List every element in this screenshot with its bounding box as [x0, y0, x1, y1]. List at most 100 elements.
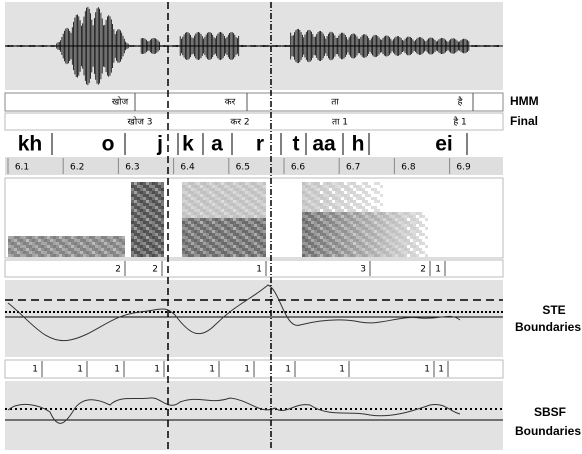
spectrogram-cell — [311, 218, 314, 221]
spectrogram-cell — [155, 236, 158, 239]
spectrogram-cell — [404, 233, 407, 236]
spectrogram-cell — [305, 227, 308, 230]
spectrogram-cell — [137, 212, 140, 215]
spectrogram-cell — [143, 182, 146, 185]
spectrogram-cell — [155, 233, 158, 236]
spectrogram-cell — [305, 248, 308, 251]
spectrogram-cell — [245, 245, 248, 248]
spectrogram-cell — [254, 200, 257, 203]
spectrogram-cell — [251, 215, 254, 218]
panel-sublabel: Boundaries — [515, 320, 581, 334]
spectrogram-cell — [188, 230, 191, 233]
spectrogram-cell — [251, 224, 254, 227]
spectrogram-cell — [221, 221, 224, 224]
spectrogram-cell — [341, 233, 344, 236]
spectrogram-cell — [245, 182, 248, 185]
spectrogram-cell — [86, 251, 89, 254]
spectrogram-cell — [302, 221, 305, 224]
spectrogram-cell — [404, 239, 407, 242]
tier-label: है — [458, 96, 463, 108]
spectrogram-cell — [380, 215, 383, 218]
spectrogram-cell — [230, 251, 233, 254]
spectrogram-cell — [341, 182, 344, 185]
spectrogram-cell — [185, 212, 188, 215]
spectrogram-cell — [377, 191, 380, 194]
spectrogram-cell — [320, 188, 323, 191]
spectrogram-cell — [335, 218, 338, 221]
spectrogram-cell — [380, 242, 383, 245]
spectrogram-cell — [50, 239, 53, 242]
spectrogram-cell — [242, 236, 245, 239]
spectrogram-cell — [326, 212, 329, 215]
spectrogram-cell — [230, 197, 233, 200]
spectrogram-cell — [242, 248, 245, 251]
spectrogram-cell — [332, 245, 335, 248]
spectrogram-cell — [149, 221, 152, 224]
spectrogram-cell — [206, 221, 209, 224]
spectrogram-cell — [134, 203, 137, 206]
spectrogram-cell — [248, 233, 251, 236]
spectrogram-cell — [218, 200, 221, 203]
spectrogram-cell — [26, 245, 29, 248]
spectrogram-cell — [419, 215, 422, 218]
spectrogram-cell — [377, 254, 380, 257]
spectrogram-cell — [23, 242, 26, 245]
spectrogram-cell — [152, 182, 155, 185]
spectrogram-cell — [152, 185, 155, 188]
spectrogram-cell — [320, 230, 323, 233]
spectrogram-cell — [185, 197, 188, 200]
spectrogram-cell — [254, 218, 257, 221]
spectrogram-cell — [197, 200, 200, 203]
spectrogram-cell — [257, 239, 260, 242]
spectrogram-cell — [83, 254, 86, 257]
spectrogram-cell — [311, 251, 314, 254]
spectrogram-cell — [302, 182, 305, 185]
spectrogram-cell — [329, 221, 332, 224]
spectrogram-cell — [68, 242, 71, 245]
spectrogram-cell — [89, 242, 92, 245]
spectrogram-cell — [254, 182, 257, 185]
spectrogram-cell — [251, 218, 254, 221]
spectrogram-cell — [224, 227, 227, 230]
spectrogram-cell — [236, 233, 239, 236]
spectrogram-cell — [143, 203, 146, 206]
spectrogram-cell — [308, 182, 311, 185]
spectrogram-cell — [245, 230, 248, 233]
spectrogram-cell — [68, 245, 71, 248]
spectrogram-cell — [227, 230, 230, 233]
spectrogram-cell — [335, 245, 338, 248]
spectrogram-cell — [26, 248, 29, 251]
spectrogram-cell — [26, 242, 29, 245]
spectrogram-cell — [191, 206, 194, 209]
spectrogram-cell — [308, 221, 311, 224]
spectrogram-cell — [35, 251, 38, 254]
spectrogram-cell — [224, 200, 227, 203]
spectrogram-cell — [338, 227, 341, 230]
phoneme: t — [293, 133, 300, 156]
spectrogram-cell — [194, 227, 197, 230]
spectrogram-cell — [329, 242, 332, 245]
spectrogram-cell — [155, 212, 158, 215]
spectrogram-cell — [185, 254, 188, 257]
spectrogram-cell — [200, 206, 203, 209]
spectrogram-cell — [203, 185, 206, 188]
spectrogram-cell — [197, 212, 200, 215]
spectrogram-cell — [182, 233, 185, 236]
spectrogram-cell — [254, 215, 257, 218]
spectrogram-cell — [362, 227, 365, 230]
spectrogram-cell — [143, 251, 146, 254]
spectrogram-cell — [260, 242, 263, 245]
boundary-mark: 1 — [77, 365, 83, 375]
spectrogram-cell — [314, 191, 317, 194]
spectrogram-cell — [224, 230, 227, 233]
spectrogram-cell — [206, 182, 209, 185]
boundary-mark: 2 — [115, 265, 121, 275]
spectrogram-cell — [323, 212, 326, 215]
spectrogram-cell — [215, 215, 218, 218]
spectrogram-cell — [305, 212, 308, 215]
spectrogram-cell — [332, 227, 335, 230]
spectrogram-cell — [335, 242, 338, 245]
spectrogram-cell — [200, 212, 203, 215]
spectrogram-cell — [230, 215, 233, 218]
spectrogram-cell — [8, 245, 11, 248]
